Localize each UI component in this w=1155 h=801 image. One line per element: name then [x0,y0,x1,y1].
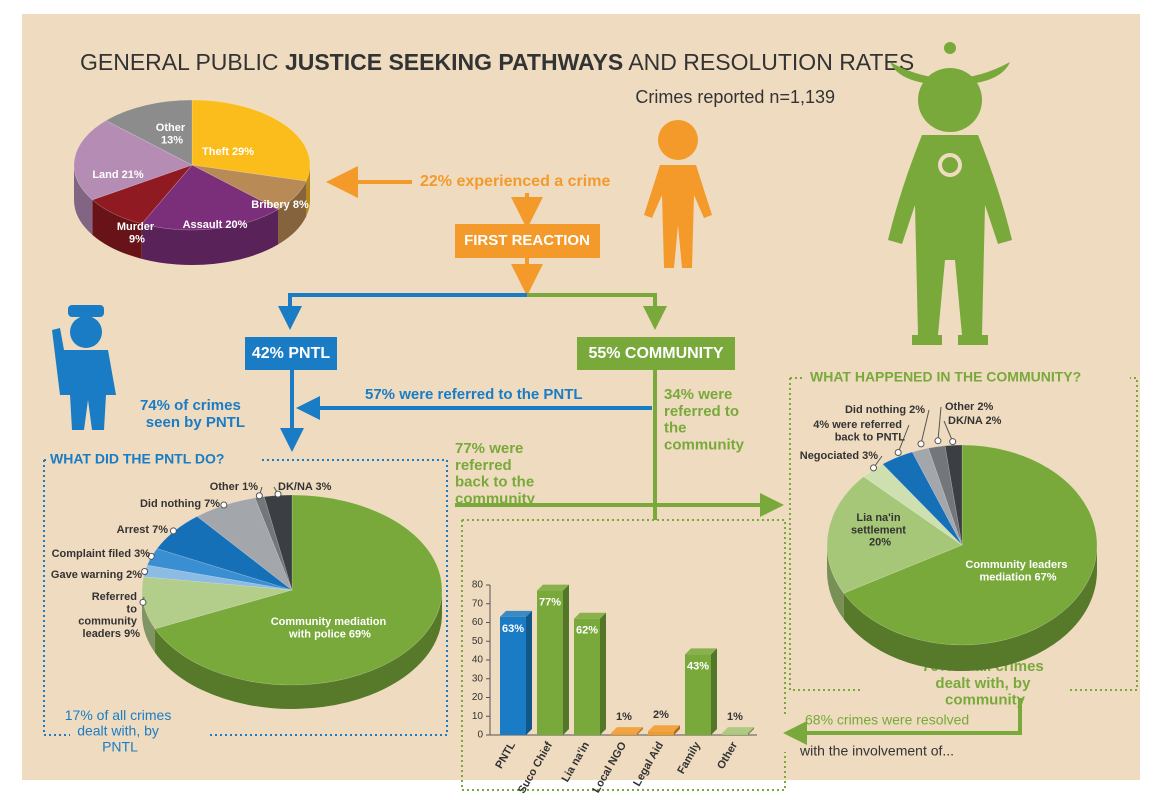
slice-label: Arrest 7% [117,524,169,536]
leader-dot [142,569,148,575]
slice-label: DK/NA 3% [278,481,332,493]
title-part: GENERAL PUBLIC [80,49,285,75]
bar [722,733,748,735]
slice-label: Negociated 3% [800,450,878,462]
value-label: 2% [653,709,669,721]
slice-label: Did nothing 2% [845,404,925,416]
bar [611,733,637,735]
y-tick-label: 50 [472,636,484,647]
y-tick-label: 60 [472,617,484,628]
value-label: 62% [576,625,598,637]
value-label: 43% [687,660,709,672]
bar-side [526,611,532,735]
y-tick-label: 0 [477,730,483,741]
slice-label: Other 1% [210,481,259,493]
leader-dot [221,502,227,508]
slice-label: Land 21% [92,169,144,181]
pie: Theft 29%Bribery 8%Assault 20%Murder 9%L… [74,100,310,265]
flow-text: 68% crimes were resolved [805,712,969,728]
y-tick-label: 30 [472,673,484,684]
title: GENERAL PUBLIC JUSTICE SEEKING PATHWAYS … [80,49,914,75]
flow-text: 77% were referred back to the community [455,440,538,507]
flow-text: 22% experienced a crime [420,173,610,190]
slice-label: Assault 20% [183,219,248,231]
y-tick-label: 20 [472,692,484,703]
slice-label: Community leaders mediation 67% [965,559,1070,583]
slice-label: Complaint filed 3% [52,548,151,560]
slice-label: Gave warning 2% [51,569,142,581]
leader-dot [256,493,262,499]
title-part: AND RESOLUTION RATES [623,49,914,75]
leader-dot [935,438,941,444]
bar-side [711,648,717,735]
value-label: 1% [616,711,632,723]
slice-label: Other 2% [945,401,994,413]
bar [648,731,674,735]
leader-dot [871,465,877,471]
value-label: 63% [502,623,524,635]
leader-dot [170,528,176,534]
y-tick-label: 40 [472,655,484,666]
bar [537,591,563,735]
slice-label: Theft 29% [202,146,254,158]
pie-title: WHAT HAPPENED IN THE COMMUNITY? [810,369,1081,385]
slice-label: DK/NA 2% [948,415,1002,427]
flow-label: 42% PNTL [252,345,330,362]
title-part: JUSTICE SEEKING PATHWAYS [285,49,623,75]
flow-text: 34% were referred to the community [664,386,745,453]
bar-side [600,613,606,735]
flow-label: 55% COMMUNITY [588,345,723,362]
flow-text: 57% were referred to the PNTL [365,386,583,403]
flow-text: with the involvement of... [799,743,954,759]
subtitle: Crimes reported n=1,139 [635,87,835,107]
bar-side [563,585,569,735]
value-label: 1% [727,711,743,723]
y-tick-label: 10 [472,711,484,722]
infographic: GENERAL PUBLIC JUSTICE SEEKING PATHWAYS … [0,0,1155,801]
slice-label: Bribery 8% [251,199,309,211]
flow-text: 74% of crimes seen by PNTL [140,397,245,431]
value-label: 77% [539,597,561,609]
leader-dot [895,450,901,456]
slice-label: Did nothing 7% [140,498,220,510]
y-tick-label: 70 [472,598,484,609]
leader-dot [140,599,146,605]
leader-dot [950,439,956,445]
pie-title: WHAT DID THE PNTL DO? [50,451,224,467]
flow-label: FIRST REACTION [464,232,590,249]
y-tick-label: 80 [472,580,484,591]
leader-dot [918,441,924,447]
